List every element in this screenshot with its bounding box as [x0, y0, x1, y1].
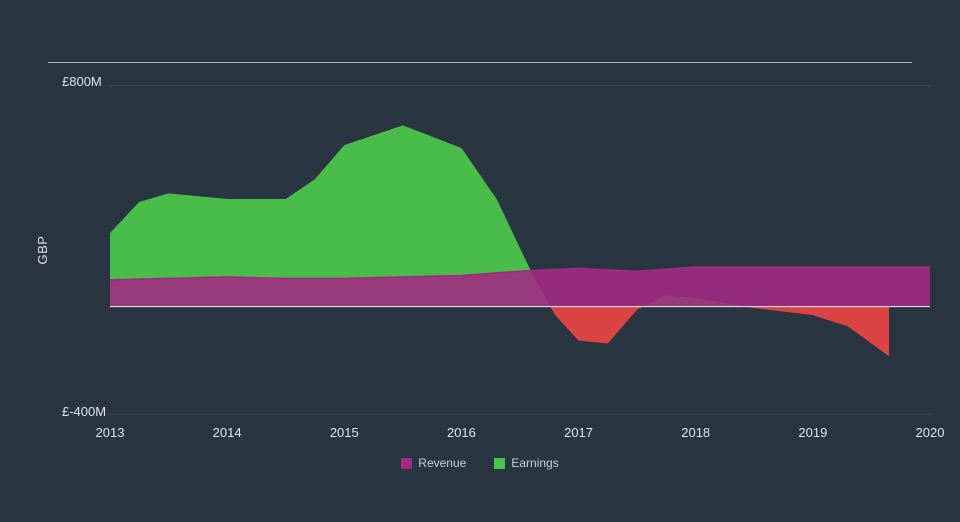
x-tick: 2019 [798, 425, 827, 440]
y-axis-label: GBP [35, 236, 50, 265]
x-tick: 2015 [330, 425, 359, 440]
y-tick-bottom: £-400M [62, 404, 106, 419]
x-tick: 2016 [447, 425, 476, 440]
legend-item: Earnings [494, 456, 558, 470]
x-tick: 2020 [916, 425, 945, 440]
legend-swatch [494, 458, 505, 469]
area-chart [110, 80, 930, 420]
x-tick: 2018 [681, 425, 710, 440]
x-tick: 2014 [213, 425, 242, 440]
earnings-area [550, 307, 643, 344]
legend-swatch [401, 458, 412, 469]
legend-label: Earnings [511, 456, 558, 470]
legend-label: Revenue [418, 456, 466, 470]
x-tick: 2017 [564, 425, 593, 440]
earnings-area [746, 307, 889, 357]
legend: Revenue Earnings [0, 456, 960, 470]
top-divider [48, 62, 912, 63]
y-tick-top: £800M [62, 74, 102, 89]
x-tick: 2013 [96, 425, 125, 440]
legend-item: Revenue [401, 456, 466, 470]
